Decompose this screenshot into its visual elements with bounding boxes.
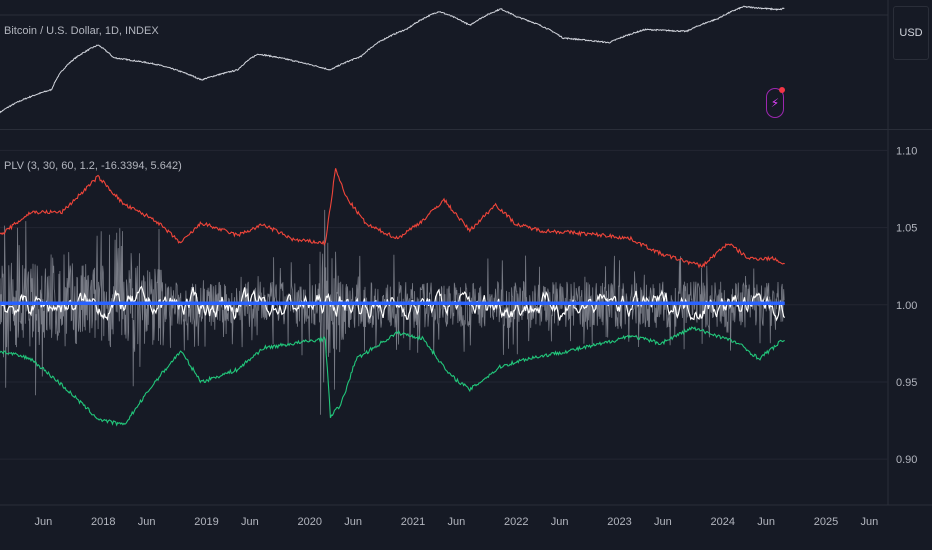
x-tick-label: Jun	[861, 516, 879, 528]
pane-divider[interactable]	[0, 129, 932, 130]
indicator-title: PLV (3, 30, 60, 1.2, -16.3394, 5.642)	[4, 160, 182, 172]
btc-price-line	[0, 5, 785, 114]
x-tick-label: 2022	[504, 516, 528, 528]
y-tick-label: 1.05	[896, 223, 917, 235]
x-tick-label: 2024	[711, 516, 735, 528]
x-tick-label: Jun	[654, 516, 672, 528]
x-tick-label: 2019	[194, 516, 218, 528]
lightning-icon[interactable]: ⚡	[766, 87, 785, 118]
upper_band-line	[0, 168, 785, 269]
y-tick-label: 1.10	[896, 145, 917, 157]
y-tick-label: 1.00	[896, 300, 917, 312]
x-tick-label: Jun	[138, 516, 156, 528]
x-tick-label: Jun	[551, 516, 569, 528]
x-tick-label: 2021	[401, 516, 425, 528]
plv-smooth-line	[0, 285, 786, 322]
currency-button[interactable]: USD	[893, 6, 929, 60]
x-tick-label: 2025	[814, 516, 838, 528]
lower_band-line	[0, 326, 785, 427]
y-tick-label: 0.95	[896, 377, 917, 389]
x-tick-label: Jun	[241, 516, 259, 528]
y-tick-label: 0.90	[896, 454, 917, 466]
notification-dot	[779, 87, 785, 93]
x-tick-label: 2018	[91, 516, 115, 528]
symbol-title: Bitcoin / U.S. Dollar, 1D, INDEX	[4, 25, 159, 37]
x-tick-label: Jun	[344, 516, 362, 528]
x-tick-label: 2023	[607, 516, 631, 528]
x-tick-label: Jun	[757, 516, 775, 528]
x-tick-label: Jun	[34, 516, 52, 528]
plv-raw-line	[0, 209, 785, 415]
x-tick-label: Jun	[448, 516, 466, 528]
x-tick-label: 2020	[298, 516, 322, 528]
